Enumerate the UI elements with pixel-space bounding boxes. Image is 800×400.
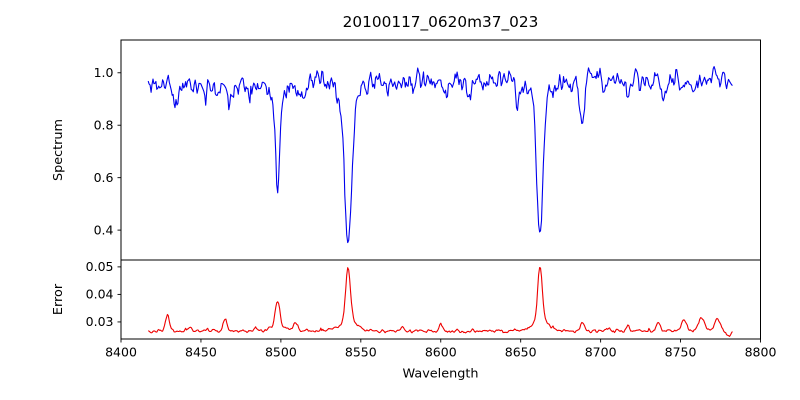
- x-tick-label: 8500: [265, 345, 297, 360]
- error-y-tick-label: 0.04: [86, 287, 114, 302]
- x-tick-label: 8650: [505, 345, 537, 360]
- spectrum-frame: [120, 39, 761, 261]
- x-tick-label: 8700: [585, 345, 617, 360]
- x-axis-label: Wavelength: [403, 367, 479, 382]
- spectrum-y-tick-label: 0.4: [94, 222, 114, 237]
- x-tick-label: 8400: [105, 345, 137, 360]
- x-tick-label: 8800: [745, 345, 777, 360]
- error-y-tick-label: 0.05: [86, 259, 114, 274]
- error-frame: [120, 259, 761, 340]
- spectrum-y-axis-label: Spectrum: [51, 119, 66, 181]
- chart-title: 20100117_0620m37_023: [343, 13, 539, 32]
- x-tick-label: 8600: [425, 345, 457, 360]
- error-line: [147, 267, 733, 337]
- x-tick-label: 8750: [665, 345, 697, 360]
- spectrum-y-tick-label: 0.8: [94, 118, 114, 133]
- spectrum-line: [147, 66, 733, 244]
- x-tick-label: 8550: [345, 345, 377, 360]
- error-y-axis-label: Error: [51, 283, 66, 315]
- x-tick-label: 8450: [185, 345, 217, 360]
- plot-area: 0.4 0.6 0.8 1.0 0.03 0.04 0.05 8400 8450 8500 8550…: [86, 39, 777, 360]
- error-y-tick-label: 0.03: [86, 314, 114, 329]
- spectrum-y-tick-label: 0.6: [94, 170, 114, 185]
- spectrum-y-tick-label: 1.0: [94, 65, 114, 80]
